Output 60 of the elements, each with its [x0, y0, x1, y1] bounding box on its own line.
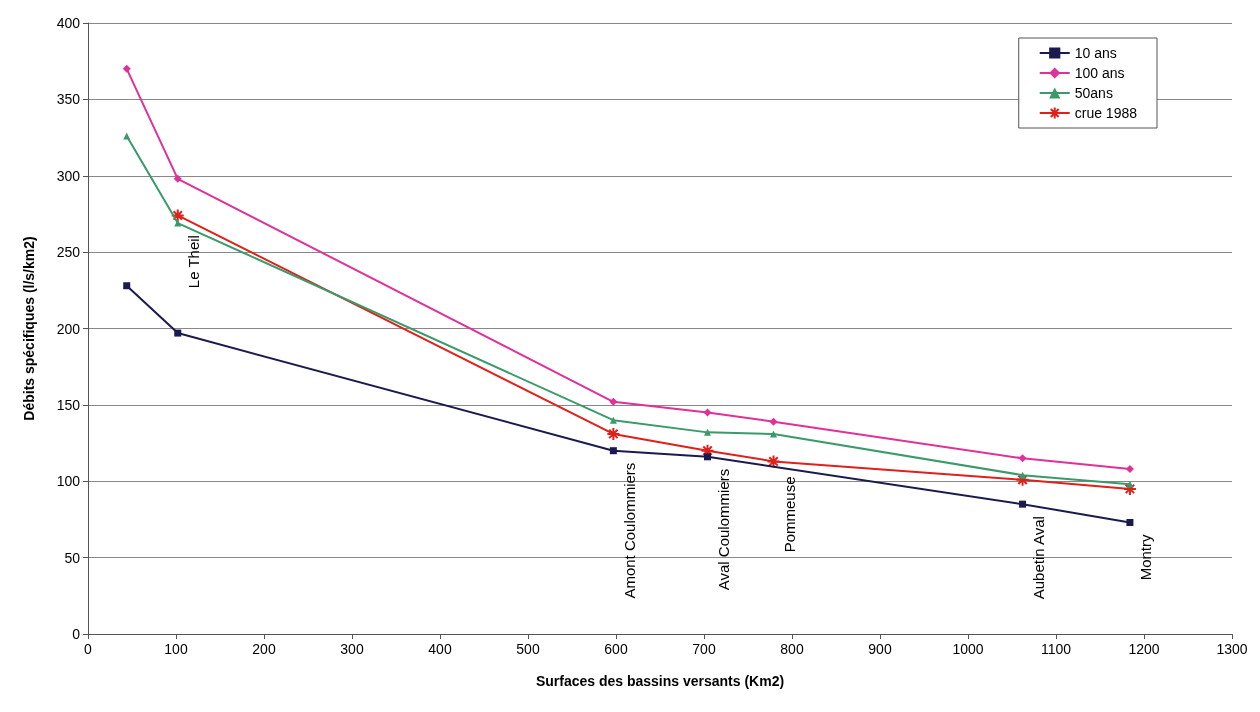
point — [1126, 480, 1134, 488]
x-tick-label: 900 — [868, 641, 892, 657]
y-tick-label: 0 — [72, 626, 81, 642]
y-tick-label: 250 — [56, 244, 81, 261]
point — [609, 447, 617, 455]
y-tick-label: 300 — [56, 167, 81, 184]
point — [123, 282, 131, 290]
x-tick-label: 400 — [428, 641, 452, 657]
point — [123, 132, 131, 140]
point — [1125, 465, 1134, 474]
point — [173, 174, 182, 183]
point — [766, 454, 781, 469]
legend-label: 100 ans — [1074, 65, 1125, 81]
point — [1018, 454, 1027, 463]
point — [174, 329, 182, 337]
point — [1019, 500, 1027, 508]
point — [769, 417, 778, 426]
point — [1019, 471, 1027, 479]
x-tick-label: 600 — [604, 641, 628, 657]
point — [606, 426, 621, 441]
point — [174, 219, 182, 227]
y-tick-label: 200 — [56, 320, 81, 337]
point — [1015, 472, 1030, 487]
annotation: Aval Coulommiers — [715, 468, 733, 591]
annotation: Aubetin Aval — [1030, 516, 1048, 600]
y-tick-label: 150 — [56, 396, 81, 413]
point — [704, 428, 712, 436]
x-tick-label: 0 — [84, 641, 93, 657]
x-tick-label: 700 — [692, 641, 716, 657]
x-tick-label: 1000 — [952, 641, 984, 657]
point — [700, 443, 715, 458]
point — [609, 397, 618, 406]
x-tick-label: 800 — [780, 641, 804, 657]
x-tick-label: 1100 — [1040, 641, 1072, 657]
annotation: Le Theil — [185, 235, 203, 289]
legend-label: crue 1988 — [1074, 105, 1138, 121]
y-axis-title: Débits spécifiques (l/s/km2) — [21, 236, 37, 421]
x-tick-label: 1200 — [1128, 641, 1160, 657]
x-axis-title: Surfaces des bassins versants (Km2) — [535, 673, 785, 689]
x-tick-label: 200 — [252, 641, 276, 657]
point — [170, 208, 185, 223]
point — [609, 416, 617, 424]
legend-label: 50ans — [1074, 85, 1113, 101]
annotation: Amont Coulommiers — [620, 462, 638, 599]
y-tick-label: 50 — [64, 549, 81, 566]
x-tick-label: 300 — [340, 641, 364, 657]
y-tick-label: 100 — [56, 473, 81, 490]
y-tick-label: 400 — [56, 15, 81, 31]
x-tick-label: 100 — [164, 641, 188, 657]
point — [1126, 518, 1134, 526]
annotation: Pommeuse — [781, 476, 799, 553]
y-tick-label: 350 — [56, 91, 81, 108]
annotation: Montry — [1137, 533, 1155, 581]
legend-label: 10 ans — [1074, 45, 1117, 61]
point — [122, 64, 131, 73]
point — [770, 430, 778, 438]
x-tick-label: 1300 — [1216, 641, 1248, 657]
point — [703, 408, 712, 417]
point — [704, 453, 712, 461]
x-tick-label: 500 — [516, 641, 540, 657]
